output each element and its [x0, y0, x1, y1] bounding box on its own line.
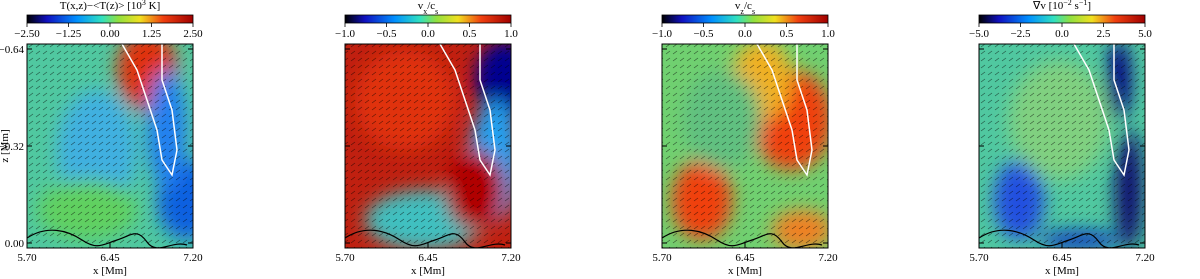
velocity-arrows [662, 44, 828, 248]
colorbar-tick-label: 0.5 [463, 28, 477, 40]
velocity-arrows [979, 44, 1145, 248]
y-tick-label: −0.32 [0, 141, 24, 153]
heatmap [979, 44, 1145, 248]
title-part: /c [427, 0, 435, 12]
title-part: /c [744, 0, 752, 12]
x-axis-label: x [Mm] [411, 265, 445, 277]
x-tick-label: 5.70 [652, 252, 672, 264]
white-contour [1073, 44, 1130, 177]
title-part: x [423, 7, 427, 16]
colorbar-tick-label: −1.25 [56, 28, 82, 40]
colorbar-tick-label: 0.0 [1055, 28, 1069, 40]
y-tick-label: 0.00 [5, 238, 25, 250]
white-contour [121, 44, 178, 177]
x-tick-label: 6.45 [1052, 252, 1072, 264]
title-part: z [740, 7, 744, 16]
x-tick-label: 6.45 [735, 252, 755, 264]
colorbar-tick-label: 1.0 [821, 28, 835, 40]
x-tick-label: 5.70 [17, 252, 37, 264]
x-axis-label: x [Mm] [728, 265, 762, 277]
x-tick-label: 7.20 [1135, 252, 1155, 264]
white-contour [756, 44, 813, 177]
white-contour [439, 44, 496, 177]
x-tick-label: 5.70 [969, 252, 989, 264]
title-part: v [735, 0, 741, 12]
colorbar-tick-label: 2.50 [183, 28, 203, 40]
y-axis-label: z [Mm] [0, 129, 11, 162]
colorbar-tick-label: 1.0 [504, 28, 518, 40]
x-tick-label: 7.20 [501, 252, 521, 264]
title-part: s [435, 7, 438, 16]
x-tick-label: 7.20 [183, 252, 203, 264]
colorbar-title: T(x,z)−<T(z)> [103 K] [60, 0, 161, 12]
colorbar-tick-label: 2.5 [1097, 28, 1111, 40]
x-tick-label: 6.45 [100, 252, 120, 264]
title-part: −1 [1079, 0, 1088, 7]
title-part: ∇v [10 [1032, 0, 1064, 12]
x-axis-label: x [Mm] [93, 265, 127, 277]
title-part: 3 [142, 0, 146, 7]
title-part: T(x,z)−<T(z)> [10 [60, 0, 143, 12]
heatmap [345, 44, 511, 248]
title-part: ] [1087, 0, 1091, 12]
colorbar-title: vz/cs [735, 0, 755, 16]
x-axis-label: x [Mm] [1045, 265, 1079, 277]
colorbar-tick-label: −2.50 [14, 28, 40, 40]
y-tick-label: −0.64 [0, 44, 24, 56]
velocity-arrows [345, 44, 511, 248]
title-part: s [752, 7, 755, 16]
colorbar-tick-label: −0.5 [694, 28, 714, 40]
colorbar-tick-label: −5.0 [969, 28, 989, 40]
colorbar [661, 14, 829, 24]
heatmap [662, 44, 828, 248]
title-part: −2 [1063, 0, 1072, 7]
velocity-arrows [27, 44, 193, 248]
title-part: K] [146, 0, 160, 12]
title-part: s [1072, 0, 1079, 12]
colorbar [978, 14, 1146, 24]
colorbar-tick-label: −1.0 [652, 28, 672, 40]
colorbar-tick-label: 0.0 [738, 28, 752, 40]
x-tick-label: 6.45 [418, 252, 438, 264]
colorbar-tick-label: −0.5 [377, 28, 397, 40]
colorbar-title: ∇v [10−2 s−1] [1032, 0, 1091, 12]
title-part: v [418, 0, 424, 12]
x-tick-label: 5.70 [335, 252, 355, 264]
heatmap [27, 44, 193, 248]
colorbar-tick-label: 5.0 [1138, 28, 1152, 40]
colorbar-tick-label: 1.25 [142, 28, 162, 40]
colorbar-tick-label: 0.00 [100, 28, 120, 40]
colorbar [344, 14, 512, 24]
x-tick-label: 7.20 [818, 252, 838, 264]
colorbar-title: vx/cs [418, 0, 439, 16]
colorbar-tick-label: −1.0 [335, 28, 355, 40]
colorbar-tick-label: 0.5 [780, 28, 794, 40]
colorbar-tick-label: 0.0 [421, 28, 435, 40]
colorbar-tick-label: −2.5 [1011, 28, 1031, 40]
colorbar [26, 14, 194, 24]
